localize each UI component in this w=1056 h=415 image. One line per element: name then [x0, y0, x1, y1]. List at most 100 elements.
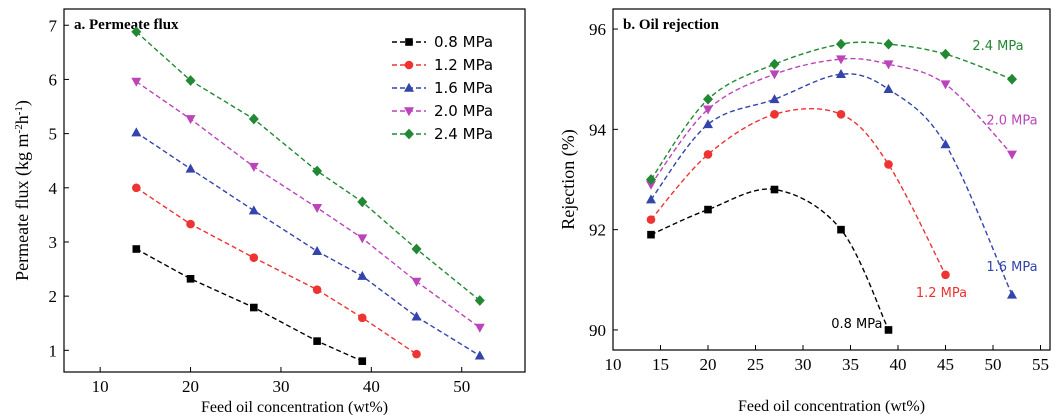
- y-axis-label-part: ): [12, 100, 33, 106]
- data-point-circle-marker: [770, 110, 779, 119]
- data-point-triangle-down-marker: [185, 115, 196, 125]
- data-point-diamond-marker: [769, 58, 780, 70]
- data-point-circle-marker: [186, 219, 195, 229]
- series-label: 1.6 MPa: [986, 260, 1037, 275]
- x-tick-label: 35: [842, 355, 859, 374]
- data-point-diamond-marker: [131, 26, 142, 38]
- legend-label: 1.6 MPa: [434, 79, 493, 97]
- data-point-triangle-down-marker: [940, 80, 951, 90]
- x-tick-label: 50: [985, 355, 1002, 374]
- series-line: [650, 41, 1013, 180]
- data-point-square-marker: [313, 337, 321, 345]
- data-point-triangle-marker: [703, 119, 713, 129]
- series-line: [650, 73, 1013, 296]
- data-point-triangle-marker: [474, 350, 485, 360]
- plot-frame: [63, 8, 526, 373]
- x-tick-label: 20: [700, 355, 717, 374]
- data-point-diamond-marker: [312, 165, 323, 177]
- data-point-diamond-marker: [646, 174, 656, 185]
- series-labels: 0.8 MPa 1.2 MPa 1.6 MPa 2.0 MPa 2.4 MPa: [831, 39, 1037, 332]
- series-line: [135, 131, 481, 357]
- series-label: 2.0 MPa: [986, 113, 1037, 128]
- data-point-circle-marker: [703, 150, 713, 159]
- x-tick-label: 30: [272, 377, 289, 396]
- series-0-8-mpa: [647, 185, 893, 334]
- y-axis-label-superscript: -1: [13, 106, 25, 115]
- data-point-square-marker: [837, 225, 845, 234]
- data-point-triangle-down-marker: [411, 277, 422, 287]
- y-axis-label-superscript: -2: [13, 124, 25, 133]
- y-tick-label: 4: [49, 179, 58, 198]
- data-point-triangle-down-marker: [131, 77, 142, 87]
- y-axis-label-part: Permeate flux (kg m: [12, 133, 33, 280]
- panel-b-oil-rejection: 10 15 20 25 30 35 40 45 50 55 90 92 94 96 b. Oil rejec…: [558, 8, 1051, 415]
- series-label: 1.2 MPa: [916, 286, 967, 301]
- legend: 0.8 MPa 1.2 MPa 1.6 MPa 2.0 MPa 2.4 MPa: [392, 33, 493, 143]
- y-tick-label: 94: [589, 120, 607, 139]
- x-tick-label: 50: [453, 377, 470, 396]
- x-tick-label: 10: [605, 355, 622, 374]
- x-tick-label: 25: [747, 355, 764, 374]
- data-point-circle-marker: [312, 285, 322, 294]
- data-point-square-marker: [250, 303, 258, 312]
- data-point-circle-marker: [941, 270, 950, 280]
- y-axis-label: Permeate flux (kg m-2h-1): [12, 100, 33, 281]
- x-tick-label: 15: [652, 355, 669, 374]
- data-point-circle-marker: [249, 253, 259, 262]
- data-point-square-marker: [186, 275, 195, 283]
- series-2-4-mpa: [646, 38, 1017, 185]
- data-point-square-marker: [884, 326, 893, 334]
- data-point-triangle-marker: [248, 205, 259, 215]
- y-tick-label: 5: [49, 125, 58, 144]
- series-2-0-mpa: [131, 77, 485, 333]
- data-point-triangle-down-marker: [248, 162, 259, 172]
- data-point-diamond-marker: [357, 196, 368, 208]
- data-point-diamond-marker: [836, 38, 846, 50]
- data-point-triangle-down-marker: [769, 70, 780, 80]
- series-0-8-mpa: [132, 245, 367, 365]
- series-line: [135, 187, 417, 355]
- data-point-square-marker: [358, 357, 367, 365]
- legend-item: 1.2 MPa: [392, 56, 493, 74]
- panel-a-permeate-flux: 10 20 30 40 50 1 2 3 4 5 6 7 a. Permeate flux Feed oi…: [12, 8, 526, 415]
- data-point-diamond-marker: [703, 93, 713, 105]
- data-point-triangle-down-marker: [312, 204, 323, 214]
- x-tick-label: 40: [890, 355, 907, 374]
- series-2-0-mpa: [646, 55, 1017, 190]
- y-tick-label: 90: [589, 321, 606, 340]
- data-point-triangle-down-marker: [836, 55, 846, 65]
- data-point-triangle-marker: [940, 139, 951, 149]
- legend-label: 0.8 MPa: [434, 33, 493, 51]
- series-1-2-mpa: [646, 107, 950, 280]
- series-line: [650, 188, 890, 331]
- data-point-triangle-down-marker: [1007, 150, 1017, 160]
- data-point-triangle-down-marker: [474, 323, 485, 333]
- data-point-triangle-down-marker: [646, 180, 656, 190]
- data-point-square-marker: [704, 205, 712, 214]
- data-point-diamond-marker: [883, 38, 894, 50]
- data-point-triangle-down-marker: [357, 234, 368, 244]
- x-axis-label: Feed oil concentration (wt%): [738, 398, 925, 415]
- data-point-square-marker: [770, 185, 779, 194]
- data-point-diamond-marker: [474, 295, 485, 306]
- series-line: [650, 57, 1013, 185]
- data-point-triangle-marker: [769, 94, 780, 104]
- data-point-triangle-marker: [836, 68, 846, 78]
- data-point-diamond-marker: [940, 48, 951, 60]
- legend-item: 2.4 MPa: [392, 125, 493, 143]
- legend-label: 1.2 MPa: [434, 56, 493, 74]
- data-point-circle-marker: [412, 349, 421, 359]
- data-point-diamond-marker: [185, 75, 196, 86]
- legend-item: 1.6 MPa: [392, 79, 493, 97]
- x-axis-label: Feed oil concentration (wt%): [201, 399, 388, 415]
- legend-item: 2.0 MPa: [392, 102, 493, 120]
- legend-label: 2.4 MPa: [434, 125, 493, 143]
- data-point-diamond-marker: [411, 243, 422, 255]
- data-point-triangle-marker: [411, 311, 422, 321]
- series-1-6-mpa: [646, 68, 1017, 299]
- legend-circle-marker: [404, 60, 414, 70]
- y-tick-label: 96: [589, 20, 606, 39]
- y-tick-label: 92: [589, 221, 606, 240]
- legend-label: 2.0 MPa: [434, 102, 493, 120]
